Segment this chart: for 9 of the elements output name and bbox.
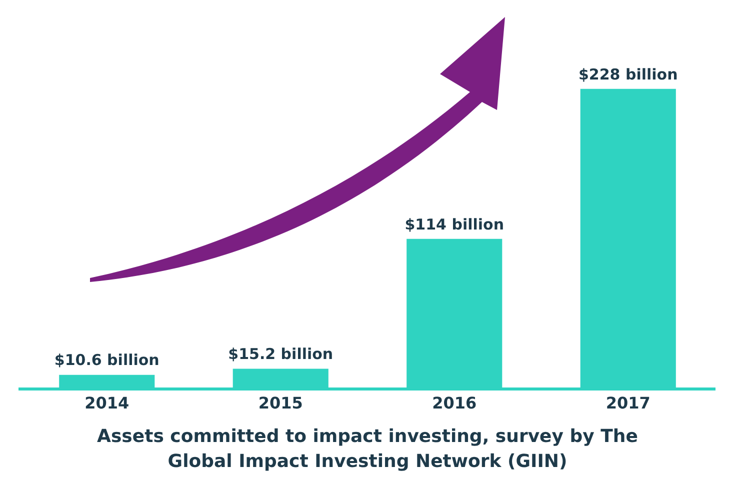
data-label: $15.2 billion bbox=[228, 345, 334, 364]
x-tick-label: 2016 bbox=[432, 394, 477, 413]
text: Assets committed to impact investing, survey by The Global Impact Investing Network (GIIN) bbox=[96, 425, 639, 474]
data-label: $228 billion bbox=[578, 65, 678, 84]
x-tick-label: 2014 bbox=[84, 394, 130, 413]
x-tick-label: 2017 bbox=[606, 394, 650, 413]
data-label: $10.6 billion bbox=[54, 351, 160, 370]
data-label: $114 billion bbox=[404, 215, 504, 234]
x-tick-label: 2015 bbox=[258, 394, 303, 413]
